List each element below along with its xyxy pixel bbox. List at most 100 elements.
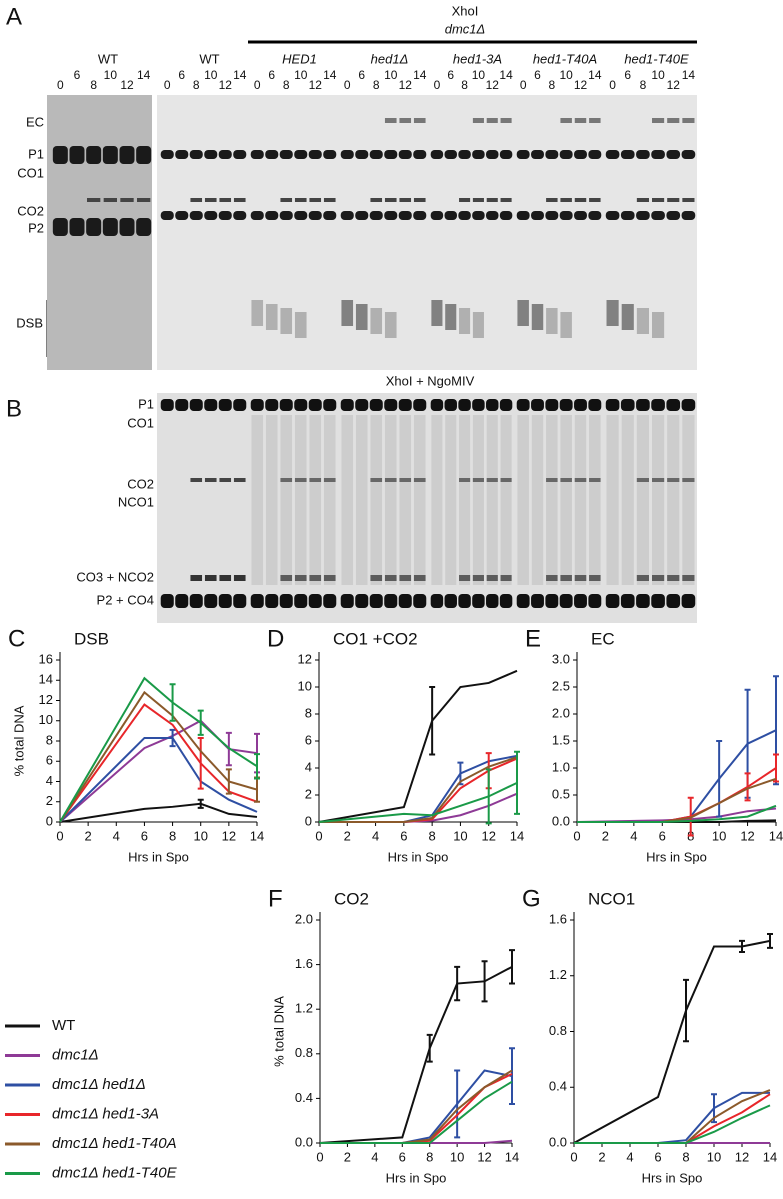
gel-band [681, 211, 696, 220]
strain-label: hed1-3A [453, 51, 502, 66]
gel-band [652, 312, 665, 338]
gel-band [250, 150, 264, 159]
series-line [59, 703, 258, 823]
gel-band [458, 594, 471, 608]
gel-band [204, 575, 217, 581]
gel-band [384, 211, 398, 220]
series-line [59, 676, 258, 823]
gel-band [546, 308, 558, 334]
gel-band [323, 211, 337, 220]
gel-band [574, 150, 587, 159]
gel-band [233, 575, 246, 581]
legend-label: dmc1Δ hed1-T40E [52, 1164, 178, 1181]
gel-band [294, 575, 307, 581]
time-label: 12 [574, 78, 588, 92]
time-label: 14 [137, 68, 151, 82]
gel-band [652, 575, 665, 581]
gel-band [430, 150, 444, 159]
gel-band [606, 300, 619, 326]
gel-band [444, 150, 457, 159]
y-tick-label: 6 [46, 753, 53, 768]
gel-band [323, 478, 336, 482]
error-bar [744, 772, 751, 802]
time-label: 8 [193, 78, 200, 92]
error-bar [481, 960, 488, 1003]
gel-band [219, 198, 232, 202]
gel-band [500, 415, 512, 585]
strain-label: hed1-T40A [533, 51, 597, 66]
gel-band [472, 399, 485, 411]
gel-band [86, 146, 102, 164]
x-tick-label: 2 [344, 1149, 351, 1164]
gel-band [413, 478, 426, 482]
panel-label: D [267, 625, 284, 652]
gel-band [355, 415, 368, 585]
gel-band [458, 150, 471, 159]
gel-band [369, 594, 383, 608]
band-label: CO3 + NCO2 [76, 569, 154, 584]
x-tick-label: 12 [222, 828, 236, 843]
gel-band [636, 575, 649, 581]
band-label: CO1 [17, 165, 44, 180]
gel-band [531, 594, 544, 608]
y-tick-label: 0 [305, 813, 312, 828]
gel-band [486, 211, 499, 220]
time-label: 10 [204, 68, 218, 82]
band-label: CO2 [127, 476, 154, 491]
gel-band [500, 118, 512, 123]
band-label: P2 [28, 220, 44, 235]
gel-band [531, 399, 544, 411]
time-label: 12 [667, 78, 681, 92]
y-tick-label: 8 [46, 732, 53, 747]
gel-band [574, 478, 587, 482]
x-tick-label: 0 [56, 828, 63, 843]
gel-band [636, 211, 650, 220]
x-tick-label: 14 [250, 828, 264, 843]
gel-band [459, 308, 471, 334]
y-axis-label: % total DNA [11, 705, 26, 776]
gel-band [219, 478, 232, 482]
time-label: 8 [640, 78, 647, 92]
series-line [59, 802, 258, 823]
gel-band [636, 415, 649, 585]
x-tick-label: 4 [113, 828, 120, 843]
gel-band [398, 594, 412, 608]
x-tick-label: 12 [477, 1149, 491, 1164]
time-label: 14 [233, 68, 247, 82]
gel-band [516, 594, 530, 608]
gel-band [589, 478, 601, 482]
gel-band [486, 198, 498, 202]
x-tick-label: 10 [193, 828, 207, 843]
time-label: 6 [358, 68, 365, 82]
gel-band [486, 594, 499, 608]
gel-band [265, 211, 279, 220]
gel-band [516, 211, 530, 220]
x-tick-label: 2 [344, 828, 351, 843]
gel-band [560, 198, 572, 202]
gel-band [279, 211, 293, 220]
y-tick-label: 1.0 [552, 759, 570, 774]
gel-band [341, 300, 354, 326]
y-tick-label: 6 [305, 732, 312, 747]
gel-band [294, 594, 308, 608]
gel-band [636, 308, 649, 334]
gel-band [486, 415, 498, 585]
y-tick-label: 0.8 [549, 1023, 567, 1038]
gel-band [545, 150, 559, 159]
y-tick-label: 14 [39, 672, 53, 687]
x-axis-label: Hrs in Spo [388, 849, 449, 864]
gel-band [588, 594, 602, 608]
time-label: 12 [399, 78, 413, 92]
gel-band [589, 118, 601, 123]
x-tick-label: 14 [510, 828, 524, 843]
y-tick-label: 12 [39, 692, 53, 707]
gel-band [458, 211, 471, 220]
error-bar [169, 683, 176, 722]
series-line [320, 1069, 513, 1144]
x-tick-label: 4 [371, 1149, 378, 1164]
gel-band [309, 575, 322, 581]
gel-band [499, 150, 513, 159]
gel-band [545, 211, 559, 220]
gel-band [574, 594, 587, 608]
enzyme-label: XhoI + NgoMIV [386, 373, 475, 388]
